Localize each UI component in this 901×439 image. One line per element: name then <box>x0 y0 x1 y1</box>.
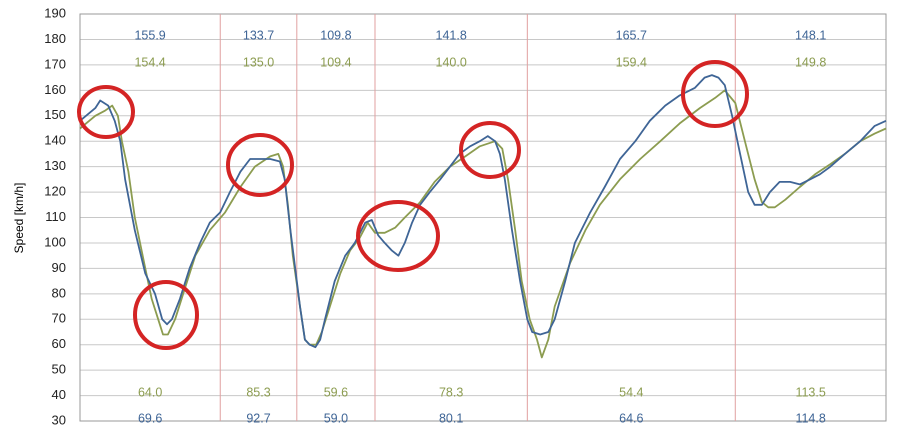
y-tick-label: 100 <box>44 234 66 249</box>
section-annotation: 59.0 <box>324 411 348 425</box>
highlight-circle <box>133 280 199 350</box>
y-tick-label: 70 <box>52 311 66 326</box>
y-tick-label: 90 <box>52 260 66 275</box>
section-annotation: 114.8 <box>795 411 825 425</box>
section-annotation: 154.4 <box>134 55 165 69</box>
y-tick-label: 140 <box>44 133 66 148</box>
section-annotation: 59.6 <box>324 385 348 399</box>
section-annotation: 109.4 <box>320 55 351 69</box>
highlight-circle <box>681 60 749 128</box>
section-annotation: 165.7 <box>616 28 647 42</box>
y-tick-label: 50 <box>52 362 66 377</box>
section-annotation: 80.1 <box>439 411 463 425</box>
plot-frame <box>79 13 887 422</box>
section-annotation: 109.8 <box>320 28 351 42</box>
y-tick-label: 120 <box>44 184 66 199</box>
section-annotation: 92.7 <box>246 411 270 425</box>
y-tick-label: 30 <box>52 412 66 427</box>
section-annotation: 149.8 <box>795 55 826 69</box>
highlight-circle <box>77 85 135 139</box>
highlight-circle <box>356 200 440 272</box>
y-tick-label: 170 <box>44 56 66 71</box>
highlight-circle <box>226 133 294 197</box>
section-annotation: 133.7 <box>243 28 274 42</box>
section-annotation: 135.0 <box>243 55 274 69</box>
section-annotation: 140.0 <box>436 55 467 69</box>
y-tick-label: 110 <box>45 209 66 224</box>
speed-line <box>79 89 887 359</box>
section-annotation: 159.4 <box>616 55 647 69</box>
y-tick-label: 80 <box>52 285 66 300</box>
section-annotation: 141.8 <box>436 28 467 42</box>
section-annotation: 155.9 <box>134 28 165 42</box>
speed-line <box>79 74 887 349</box>
section-annotation: 85.3 <box>246 385 270 399</box>
section-annotation: 69.6 <box>138 411 162 425</box>
y-tick-label: 130 <box>44 158 66 173</box>
y-tick-label: 60 <box>52 336 66 351</box>
highlight-circle <box>459 121 521 179</box>
section-annotation: 54.4 <box>619 385 643 399</box>
y-tick-label: 190 <box>44 5 66 20</box>
highlights <box>77 60 749 350</box>
y-tick-label: 150 <box>44 107 66 122</box>
y-axis-label: Speed [km/h] <box>12 183 26 254</box>
section-annotation: 113.5 <box>795 385 825 399</box>
y-tick-label: 180 <box>44 31 66 46</box>
section-annotation: 64.6 <box>619 411 643 425</box>
section-annotation: 78.3 <box>439 385 463 399</box>
y-tick-label: 40 <box>52 387 66 402</box>
section-annotation: 64.0 <box>138 385 162 399</box>
section-annotation: 148.1 <box>795 28 826 42</box>
y-tick-label: 160 <box>44 82 66 97</box>
plot: 30 40 50 60 70 80 90 100 110 120 130 140 150 160 170 18… <box>44 5 887 427</box>
